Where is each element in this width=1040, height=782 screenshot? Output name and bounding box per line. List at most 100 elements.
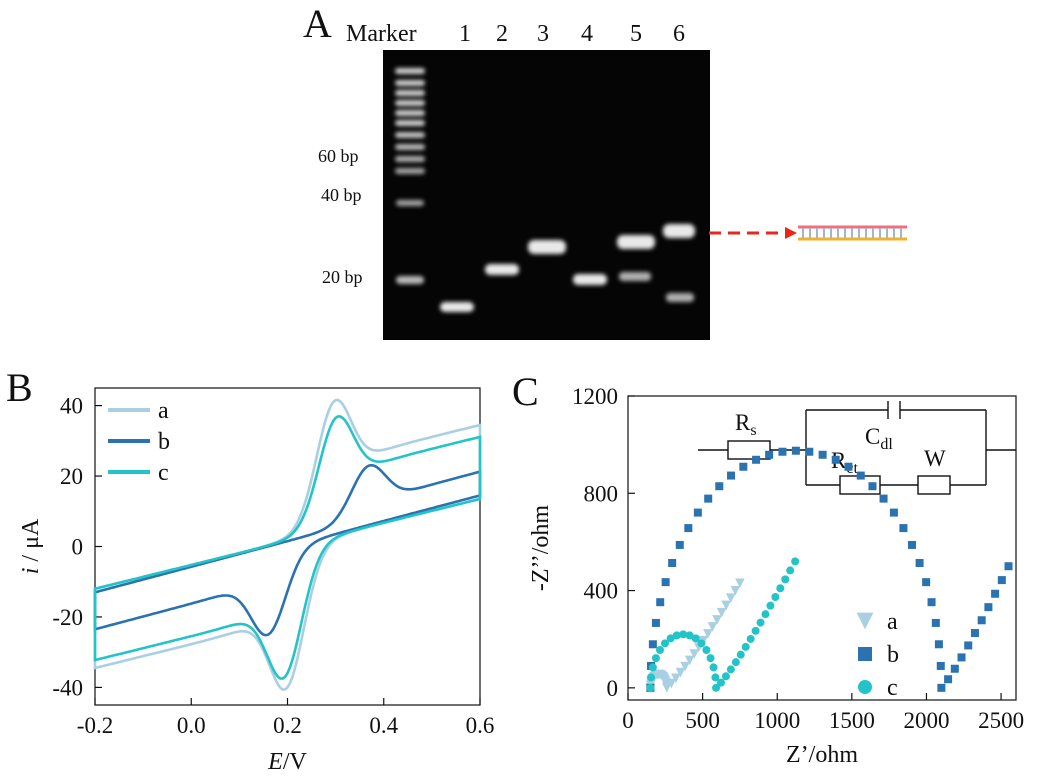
ladder-band	[396, 200, 424, 206]
duplex-arrow-graphic	[709, 225, 907, 241]
eis-point-b	[984, 603, 993, 612]
eis-point-b	[715, 482, 724, 491]
eis-point-b	[844, 462, 853, 471]
ladder-band	[395, 110, 425, 116]
ladder-band	[395, 168, 425, 174]
y-tick-label: 800	[584, 481, 619, 506]
lane-label-3: 3	[537, 21, 549, 47]
lane-1-band	[440, 302, 474, 312]
ladder-band	[395, 132, 425, 138]
legend-label-b: b	[887, 642, 899, 668]
eis-point-c	[648, 663, 657, 672]
eis-point-b	[651, 618, 660, 627]
eis-point-c	[711, 673, 720, 682]
y-tick-label: 400	[584, 579, 619, 604]
lane-4-band	[573, 274, 607, 285]
eis-point-c	[712, 683, 721, 692]
eis-point-b	[868, 482, 877, 491]
eis-point-a	[735, 578, 745, 589]
eis-point-b	[970, 629, 979, 638]
eis-point-b	[915, 559, 924, 568]
y-tick-label: -40	[52, 675, 83, 700]
eis-point-c	[660, 639, 669, 648]
eis-point-a	[721, 600, 732, 611]
eis-point-a	[680, 661, 690, 672]
legend-label-b: b	[158, 429, 170, 455]
equivalent-circuit	[698, 401, 1016, 495]
lane-5-band-lower	[619, 272, 651, 281]
eis-point-c	[751, 626, 760, 635]
eis-point-c	[656, 646, 665, 655]
y-tick-label: 40	[60, 394, 83, 419]
panel-b-letter: B	[6, 365, 33, 410]
y-tick-label: 20	[60, 464, 83, 489]
y-tick-label: -20	[52, 605, 83, 630]
lane-label-2: 2	[496, 21, 508, 47]
eis-point-c	[716, 678, 725, 687]
size-label-20bp: 20 bp	[322, 267, 363, 287]
plot-frame	[94, 387, 481, 706]
eis-point-c	[776, 584, 785, 593]
eis-point-b	[879, 494, 888, 503]
eis-point-b	[739, 462, 748, 471]
x-tick-label: 0.6	[466, 713, 495, 738]
eis-point-c	[691, 634, 700, 643]
warburg-element	[917, 475, 951, 495]
legend-marker-b	[858, 647, 872, 661]
eis-point-a	[671, 673, 681, 684]
lane-label-1: 1	[459, 21, 471, 47]
eis-point-b	[656, 598, 665, 607]
eis-point-c	[702, 646, 711, 655]
lane-label-6: 6	[673, 21, 685, 47]
eis-point-a	[716, 607, 727, 618]
label-w: W	[924, 446, 946, 471]
eis-point-a	[675, 667, 686, 678]
eis-point-c	[685, 631, 694, 640]
lane-3-band	[528, 240, 566, 254]
eis-point-b	[661, 578, 670, 587]
eis-point-c	[709, 663, 718, 672]
ladder-band	[395, 90, 425, 96]
eis-point-b	[675, 540, 684, 549]
eis-point-c	[646, 683, 655, 692]
rs-resistor	[727, 440, 771, 460]
gel-image	[383, 50, 710, 340]
lane-6-band-lower	[666, 293, 694, 302]
y-tick-label: 0	[607, 676, 619, 701]
eis-point-b	[791, 446, 800, 455]
eis-point-c	[746, 634, 755, 643]
eis-point-b	[889, 508, 898, 517]
lane-6-band-upper	[663, 224, 695, 238]
lane-label-5: 5	[630, 21, 642, 47]
x-tick-label: 0.2	[273, 713, 302, 738]
panel-a-letter: A	[303, 1, 332, 46]
eis-point-c	[721, 672, 730, 681]
ladder-band	[395, 144, 425, 150]
eis-point-b	[964, 641, 973, 650]
eis-point-c	[672, 631, 681, 640]
eis-point-a	[684, 655, 695, 666]
x-axis-label: Z’/ohm	[786, 742, 858, 768]
y-axis-label: -Z’’/ohm	[528, 505, 554, 592]
ladder-band	[395, 120, 425, 126]
ladder-band	[395, 100, 425, 106]
eis-point-c	[736, 650, 745, 659]
eis-point-c	[651, 654, 660, 663]
label-cdl: Cdl	[865, 424, 893, 453]
eis-point-b	[934, 640, 943, 649]
eis-point-c	[706, 654, 715, 663]
eis-point-c	[781, 575, 790, 584]
eis-point-b	[937, 683, 946, 692]
eis-point-b	[997, 576, 1006, 585]
x-axis-label: E/V	[267, 749, 307, 775]
eis-point-c	[741, 642, 750, 651]
legend-label-c: c	[158, 460, 169, 486]
eis-point-c	[647, 673, 656, 682]
x-tick-label: 0.0	[177, 713, 206, 738]
eis-point-b	[977, 616, 986, 625]
y-tick-label: 1200	[572, 384, 618, 409]
lane-label-marker: Marker	[346, 21, 417, 47]
eis-point-c	[786, 566, 795, 575]
eis-point-b	[805, 447, 814, 456]
eis-point-a	[725, 593, 736, 603]
